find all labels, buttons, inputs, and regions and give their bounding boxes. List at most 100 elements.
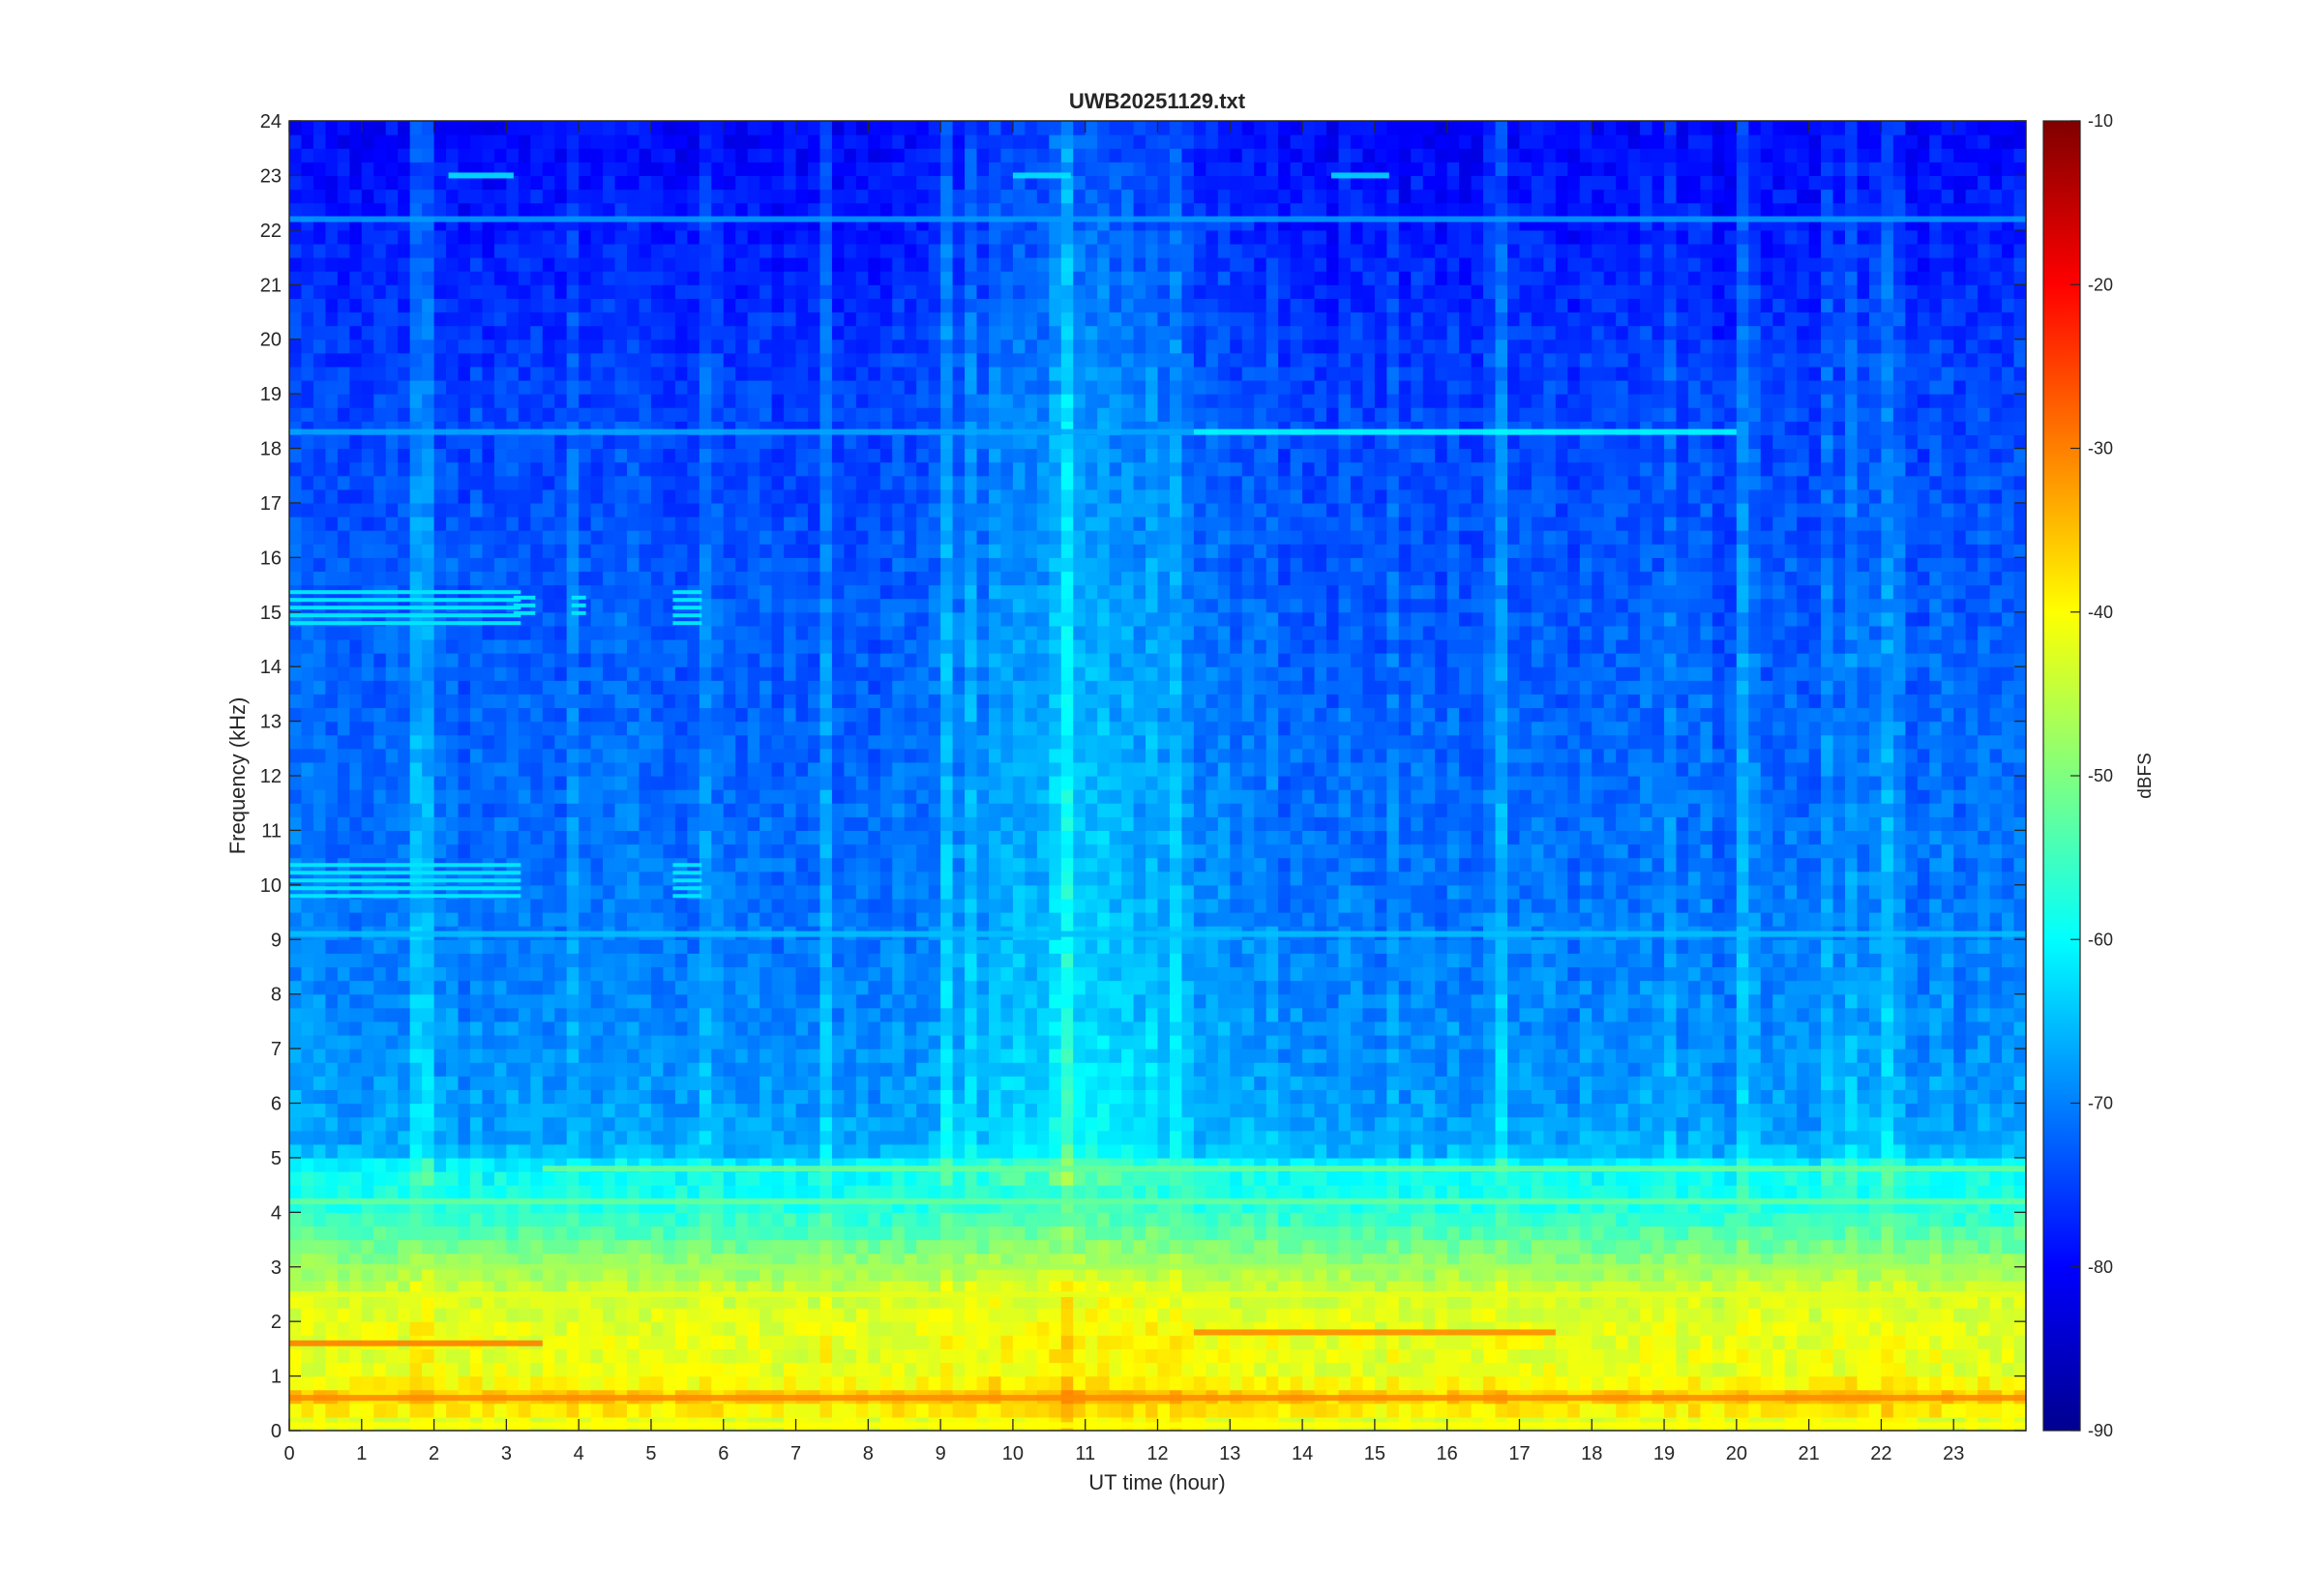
heatmap-cell <box>493 488 507 504</box>
heatmap-cell <box>469 898 484 913</box>
heatmap-cell <box>711 202 725 218</box>
heatmap-cell <box>409 830 423 845</box>
heatmap-cell <box>566 1185 580 1199</box>
heatmap-cell <box>904 953 917 968</box>
heatmap-cell <box>469 202 484 218</box>
heatmap-cell <box>398 966 411 982</box>
heatmap-cell <box>879 407 893 422</box>
heatmap-cell <box>711 1253 725 1268</box>
heatmap-cell <box>385 1375 399 1391</box>
heatmap-cell <box>349 761 363 777</box>
heatmap-cell <box>784 175 797 191</box>
heatmap-cell <box>759 611 773 627</box>
heatmap-cell <box>433 1116 447 1132</box>
heatmap-cell <box>603 953 616 968</box>
heatmap-cell <box>699 884 712 900</box>
heatmap-cell <box>892 830 906 845</box>
heatmap-cell <box>831 1020 846 1036</box>
heatmap-cell <box>831 571 846 586</box>
heatmap-cell <box>337 189 350 204</box>
heatmap-cell <box>433 761 447 777</box>
heatmap-cell <box>723 680 736 695</box>
heatmap-cell <box>650 1130 665 1145</box>
heatmap-cell <box>506 352 520 368</box>
heatmap-cell <box>458 1403 471 1418</box>
heatmap-cell <box>530 734 544 750</box>
heatmap-cell <box>699 162 712 177</box>
heatmap-cell <box>518 638 531 654</box>
heatmap-cell <box>904 1212 917 1227</box>
heatmap-cell <box>458 1171 471 1186</box>
heatmap-cell <box>627 666 640 681</box>
heatmap-cell <box>819 325 833 340</box>
heatmap-cell <box>795 1335 809 1349</box>
heatmap-cell <box>301 1293 314 1309</box>
heatmap-cell <box>868 1089 881 1105</box>
heatmap-cell <box>433 1293 447 1309</box>
heatmap-cell <box>723 993 736 1009</box>
heatmap-cell <box>844 243 857 258</box>
heatmap-cell <box>337 1062 350 1077</box>
heatmap-cell <box>844 434 857 450</box>
heatmap-cell <box>313 1034 326 1049</box>
heatmap-cell <box>723 557 736 573</box>
heatmap-cell <box>808 394 821 408</box>
heatmap-cell <box>409 1157 423 1172</box>
heatmap-cell <box>819 1143 833 1159</box>
heatmap-cell <box>554 721 568 736</box>
heatmap-cell <box>566 694 580 709</box>
heatmap-cell <box>469 1020 484 1036</box>
heatmap-cell <box>542 776 555 790</box>
heatmap-cell <box>313 1321 326 1336</box>
heatmap-cell <box>735 638 749 654</box>
heatmap-cell <box>879 1403 893 1418</box>
heatmap-cell <box>759 734 773 750</box>
heatmap-cell <box>530 816 544 832</box>
heatmap-cell <box>385 816 399 832</box>
heatmap-cell <box>844 598 857 613</box>
heatmap-cell <box>674 707 688 723</box>
heatmap-cell <box>542 1293 555 1309</box>
heatmap-cell <box>819 1403 833 1418</box>
heatmap-cell <box>422 1280 435 1295</box>
heatmap-cell <box>711 884 725 900</box>
heatmap-cell <box>879 339 893 354</box>
heatmap-cell <box>458 134 471 149</box>
heatmap-cell <box>433 1239 447 1255</box>
heatmap-cell <box>482 434 495 450</box>
heatmap-cell <box>493 1157 507 1172</box>
heatmap-cell <box>868 625 881 640</box>
heatmap-cell <box>711 953 725 968</box>
heatmap-cell <box>819 284 833 299</box>
heatmap-cell <box>831 121 846 135</box>
heatmap-cell <box>904 488 917 504</box>
heatmap-cell <box>614 1266 628 1282</box>
heatmap-cell <box>518 394 531 408</box>
heatmap-cell <box>892 1348 906 1364</box>
heatmap-cell <box>795 1062 809 1077</box>
heatmap-cell <box>784 1212 797 1227</box>
heatmap-cell <box>566 1348 580 1364</box>
heatmap-cell <box>674 488 688 504</box>
heatmap-cell <box>579 1020 592 1036</box>
heatmap-cell <box>663 680 676 695</box>
heatmap-cell <box>674 1348 688 1364</box>
heatmap-cell <box>603 475 616 490</box>
heatmap-cell <box>542 966 555 982</box>
heatmap-cell <box>433 912 447 927</box>
heatmap-cell <box>409 1321 423 1336</box>
heatmap-cell <box>819 694 833 709</box>
heatmap-cell <box>819 625 833 640</box>
heatmap-cell <box>433 898 447 913</box>
heatmap-cell <box>723 1362 736 1377</box>
heatmap-cell <box>554 598 568 613</box>
heatmap-cell <box>831 1375 846 1391</box>
heatmap-cell <box>723 1076 736 1090</box>
heatmap-cell <box>784 1239 797 1255</box>
heatmap-cell <box>699 148 712 163</box>
heatmap-cell <box>542 1348 555 1364</box>
heatmap-cell <box>831 517 846 531</box>
heatmap-cell <box>337 407 350 422</box>
heatmap-cell <box>554 448 568 463</box>
heatmap-cell <box>771 734 785 750</box>
